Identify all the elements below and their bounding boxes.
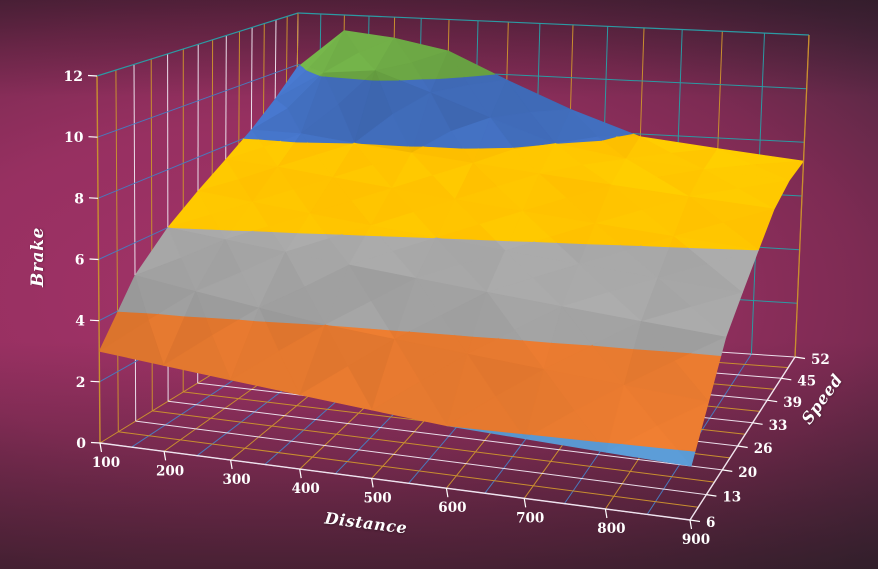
speed-tick: [794, 356, 806, 360]
brake-tick: [90, 380, 100, 383]
surface-facet: [354, 114, 409, 147]
surface-facet: [498, 329, 523, 341]
surface-facet: [365, 225, 381, 237]
surface: [98, 30, 804, 467]
distance-tick-label: 700: [516, 510, 544, 526]
speed-tick: [781, 377, 792, 381]
surface-facet: [372, 70, 380, 81]
speed-tick-label: 39: [783, 395, 802, 411]
surface-facet: [184, 291, 206, 318]
brake-tick-label: 12: [64, 69, 83, 85]
distance-tick: [299, 469, 302, 479]
distance-axis-line: [99, 442, 691, 521]
distance-tick: [99, 442, 103, 453]
floor-gridline: [168, 400, 723, 471]
surface-facet: [324, 301, 390, 331]
surface-facet: [531, 410, 599, 442]
distance-tick: [445, 488, 449, 498]
brake-axis-ticks: 0 2 4 6 8 10 12: [64, 69, 101, 452]
wall-top-edge: [96, 12, 299, 77]
box-edges: [794, 34, 810, 358]
speed-tick: [737, 445, 748, 449]
distance-tick: [689, 519, 693, 530]
surface-facet: [633, 321, 667, 352]
speed-tick: [689, 519, 701, 523]
distance-axis: 100 200 300 400 500 600 700 800 900: [92, 442, 710, 548]
surface-facet: [117, 275, 147, 314]
speed-tick: [722, 469, 733, 472]
floor-gridline: [118, 431, 699, 508]
brake-tick: [89, 258, 99, 261]
speed-axis: 6 13 20 26 33 39 45 52: [689, 352, 830, 531]
surface-facet: [423, 130, 463, 149]
brake-tick-label: 6: [75, 253, 85, 269]
surface-facet: [534, 236, 557, 243]
surface-facet: [551, 306, 593, 346]
distance-tick-label: 800: [597, 521, 625, 537]
surface-facet: [253, 226, 272, 233]
floor-gridline: [135, 420, 707, 496]
speed-axis-line: [689, 356, 796, 521]
surface-facet: [691, 336, 727, 356]
wall-gridline: [97, 64, 298, 138]
brake-tick: [87, 74, 98, 77]
surface-facet: [409, 315, 455, 336]
surface-facet: [167, 214, 220, 231]
surface-facet: [253, 307, 266, 322]
surface-facet: [294, 133, 308, 143]
speed-tick-label: 6: [706, 515, 715, 531]
speed-tick: [767, 399, 778, 403]
brake-tick: [89, 319, 100, 322]
distance-tick-label: 600: [438, 500, 466, 516]
surface-facet: [586, 223, 621, 246]
surface-facet: [436, 50, 465, 80]
box-edge: [794, 34, 810, 358]
surface-facet: [669, 236, 688, 248]
speed-tick-label: 13: [722, 490, 741, 506]
brake-tick: [88, 136, 98, 138]
speed-tick-label: 45: [797, 373, 816, 389]
speed-tick-label: 20: [738, 465, 757, 481]
distance-tick: [230, 459, 233, 470]
surface-facet: [98, 319, 165, 366]
surface-facet: [299, 366, 373, 411]
surface-facet: [554, 136, 603, 144]
distance-tick-label: 300: [223, 472, 251, 488]
surface-facet: [243, 129, 259, 140]
brake-tick: [88, 197, 99, 199]
surface-facet: [371, 381, 448, 427]
surface-facet: [321, 72, 326, 77]
surface-facet: [297, 213, 326, 235]
surface-facet: [622, 425, 678, 450]
floor-gridline: [152, 410, 715, 483]
distance-tick-label: 200: [156, 463, 184, 479]
distance-tick: [604, 508, 608, 519]
distance-tick-label: 400: [292, 481, 320, 497]
speed-tick-label: 33: [769, 418, 788, 434]
brake-tick-label: 8: [74, 191, 84, 207]
speed-tick: [706, 494, 717, 497]
distance-tick-label: 900: [682, 532, 710, 548]
surface-facet: [446, 396, 522, 434]
speed-tick: [752, 422, 763, 425]
brake-tick-label: 10: [64, 130, 84, 146]
surface-facet: [435, 224, 496, 241]
brake-tick-label: 2: [76, 375, 86, 391]
distance-tick-label: 500: [364, 490, 392, 506]
brake-tick-label: 0: [76, 436, 86, 452]
brake-tick-label: 4: [75, 314, 85, 330]
surface-facet: [230, 350, 301, 396]
distance-tick-label: 100: [92, 455, 120, 471]
distance-tick: [371, 478, 374, 488]
brake-tick: [90, 441, 101, 444]
distance-tick: [523, 498, 527, 508]
surface-facet: [478, 117, 513, 149]
speed-tick-label: 52: [811, 352, 830, 368]
speed-tick-label: 26: [754, 441, 773, 457]
wall-top-edge: [297, 12, 810, 36]
surface-facet: [163, 335, 231, 381]
distance-tick: [163, 451, 167, 461]
